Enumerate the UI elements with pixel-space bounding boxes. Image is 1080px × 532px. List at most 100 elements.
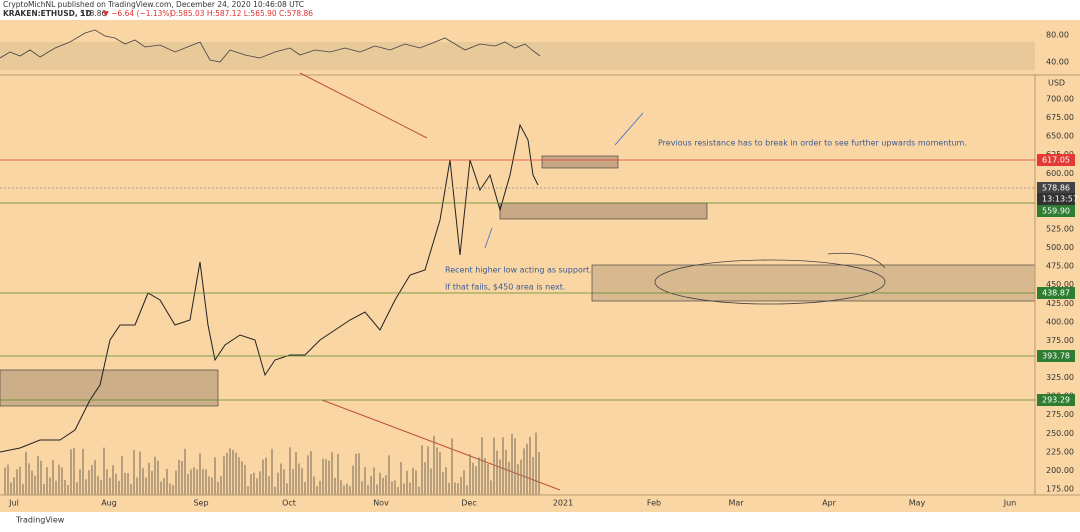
volume-bar (346, 483, 348, 495)
price-tick-label: 275.00 (1046, 410, 1074, 419)
volume-bar (478, 457, 480, 495)
volume-bar (283, 469, 285, 495)
volume-bar (262, 459, 264, 495)
volume-bar (343, 485, 345, 495)
price-tick-label: 525.00 (1046, 224, 1074, 233)
header-bar (0, 0, 1080, 20)
volume-bar (394, 480, 396, 495)
volume-bar (79, 469, 81, 495)
volume-bar (514, 438, 516, 495)
volume-bar (517, 464, 519, 495)
annotation: If that fails, $450 area is next. (445, 283, 565, 292)
volume-bar (448, 482, 450, 495)
volume-bar (70, 449, 72, 495)
volume-bar (367, 484, 369, 495)
price-tag-label: 393.78 (1042, 352, 1070, 361)
volume-bar (307, 455, 309, 495)
price-tick-label: 375.00 (1046, 336, 1074, 345)
volume-bar (505, 449, 507, 495)
volume-bar (325, 459, 327, 495)
volume-bar (130, 483, 132, 495)
volume-bar (157, 460, 159, 495)
volume-bar (400, 462, 402, 495)
volume-bar (454, 482, 456, 495)
volume-bar (94, 460, 96, 495)
time-tick-label: May (909, 499, 926, 508)
time-tick-label: Mar (728, 499, 744, 508)
volume-bar (154, 456, 156, 495)
volume-bar (37, 455, 39, 495)
zone-box (591, 264, 1036, 302)
volume-bar (313, 476, 315, 495)
volume-bar (256, 478, 258, 495)
volume-bar (166, 468, 168, 495)
volume-bar (184, 448, 186, 495)
volume-bar (487, 463, 489, 495)
volume-bar (34, 475, 36, 495)
volume-bar (316, 486, 318, 495)
volume-bar (418, 486, 420, 495)
volume-bar (463, 470, 465, 495)
volume-bar (340, 480, 342, 495)
volume-bar (292, 468, 294, 495)
volume-bar (22, 483, 24, 495)
price-tick-label: 600.00 (1046, 169, 1074, 178)
annotation: Recent higher low acting as support. (445, 266, 592, 275)
volume-bar (397, 486, 399, 495)
volume-bar (28, 463, 30, 495)
price-tag-label: 578.86 (1042, 184, 1070, 193)
volume-bar (511, 433, 513, 495)
volume-bar (67, 484, 69, 495)
author-line: CryptoMichNL published on TradingView.co… (3, 0, 304, 9)
volume-bar (208, 476, 210, 495)
price-tick-label: 425.00 (1046, 299, 1074, 308)
volume-bar (124, 472, 126, 495)
volume-bar (121, 456, 123, 495)
volume-bar (40, 460, 42, 495)
volume-bar (403, 483, 405, 495)
volume-bar (82, 448, 84, 495)
volume-bar (91, 464, 93, 495)
price-tick-label: 450.00 (1046, 280, 1074, 289)
volume-bar (43, 483, 45, 495)
volume-bar (136, 477, 138, 495)
volume-bar (445, 467, 447, 495)
volume-bar (481, 437, 483, 495)
price-tick-label: 700.00 (1046, 95, 1074, 104)
volume-bar (61, 467, 63, 495)
volume-bar (139, 451, 141, 495)
volume-bar (286, 483, 288, 495)
volume-bar (406, 470, 408, 495)
volume-bar (433, 435, 435, 495)
volume-bar (535, 432, 537, 495)
symbol: KRAKEN:ETHUSD, 1D (3, 9, 92, 18)
volume-bar (217, 481, 219, 495)
volume-bar (337, 453, 339, 495)
volume-bar (247, 486, 249, 495)
volume-bar (142, 468, 144, 495)
price-tag-label: 617.05 (1042, 156, 1070, 165)
volume-bar (187, 474, 189, 495)
time-tick-label: Aug (101, 499, 117, 508)
price-tick-label: 500.00 (1046, 243, 1074, 252)
arrow (614, 112, 644, 146)
volume-bar (298, 463, 300, 495)
arrow (827, 252, 886, 269)
volume-bar (472, 462, 474, 495)
volume-bar (211, 477, 213, 495)
footer-brand[interactable]: TradingView (15, 516, 65, 525)
volume-bar (112, 465, 114, 495)
volume-bar (391, 481, 393, 495)
volume-bar (280, 463, 282, 495)
price-tick-label: 250.00 (1046, 429, 1074, 438)
volume-bar (214, 457, 216, 495)
time-tick-label: Nov (373, 499, 389, 508)
price-tick-label: 650.00 (1046, 132, 1074, 141)
volume-bar (151, 470, 153, 495)
time-tick-label: Apr (822, 499, 837, 508)
volume-bar (109, 477, 111, 495)
volume-bar (334, 477, 336, 495)
time-tick-label: Sep (193, 499, 208, 508)
volume-bar (16, 469, 18, 495)
arrow (484, 227, 493, 249)
